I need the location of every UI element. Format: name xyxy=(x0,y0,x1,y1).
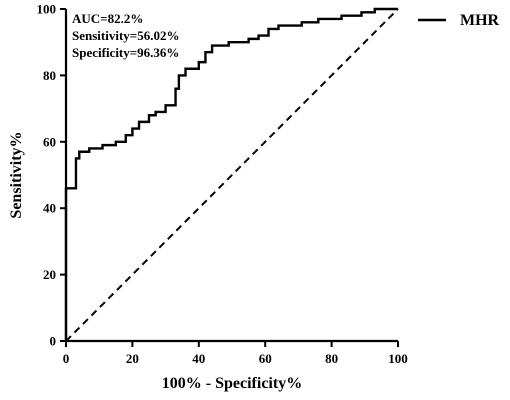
y-tick-label: 0 xyxy=(50,334,57,349)
x-tick-label: 0 xyxy=(63,351,70,366)
y-axis-title: Sensitivity% xyxy=(8,131,25,218)
x-tick-label: 100 xyxy=(388,351,408,366)
annotation-text: Sensitivity=56.02% xyxy=(72,28,179,43)
y-tick-label: 40 xyxy=(43,201,56,216)
x-tick-label: 40 xyxy=(192,351,205,366)
legend-label: MHR xyxy=(460,12,500,29)
y-tick-label: 80 xyxy=(43,68,56,83)
x-tick-label: 20 xyxy=(126,351,139,366)
x-tick-label: 80 xyxy=(325,351,338,366)
x-axis-title: 100% - Specificity% xyxy=(162,375,302,392)
reference-diagonal-line xyxy=(65,8,399,342)
annotation-text: AUC=82.2% xyxy=(72,11,143,26)
x-tick-label: 60 xyxy=(259,351,272,366)
y-tick-label: 100 xyxy=(37,2,57,17)
annotation-text: Specificity=96.36% xyxy=(72,45,179,60)
y-tick-label: 20 xyxy=(43,267,56,282)
y-tick-label: 60 xyxy=(43,134,56,149)
roc-curve-mhr xyxy=(64,7,398,341)
